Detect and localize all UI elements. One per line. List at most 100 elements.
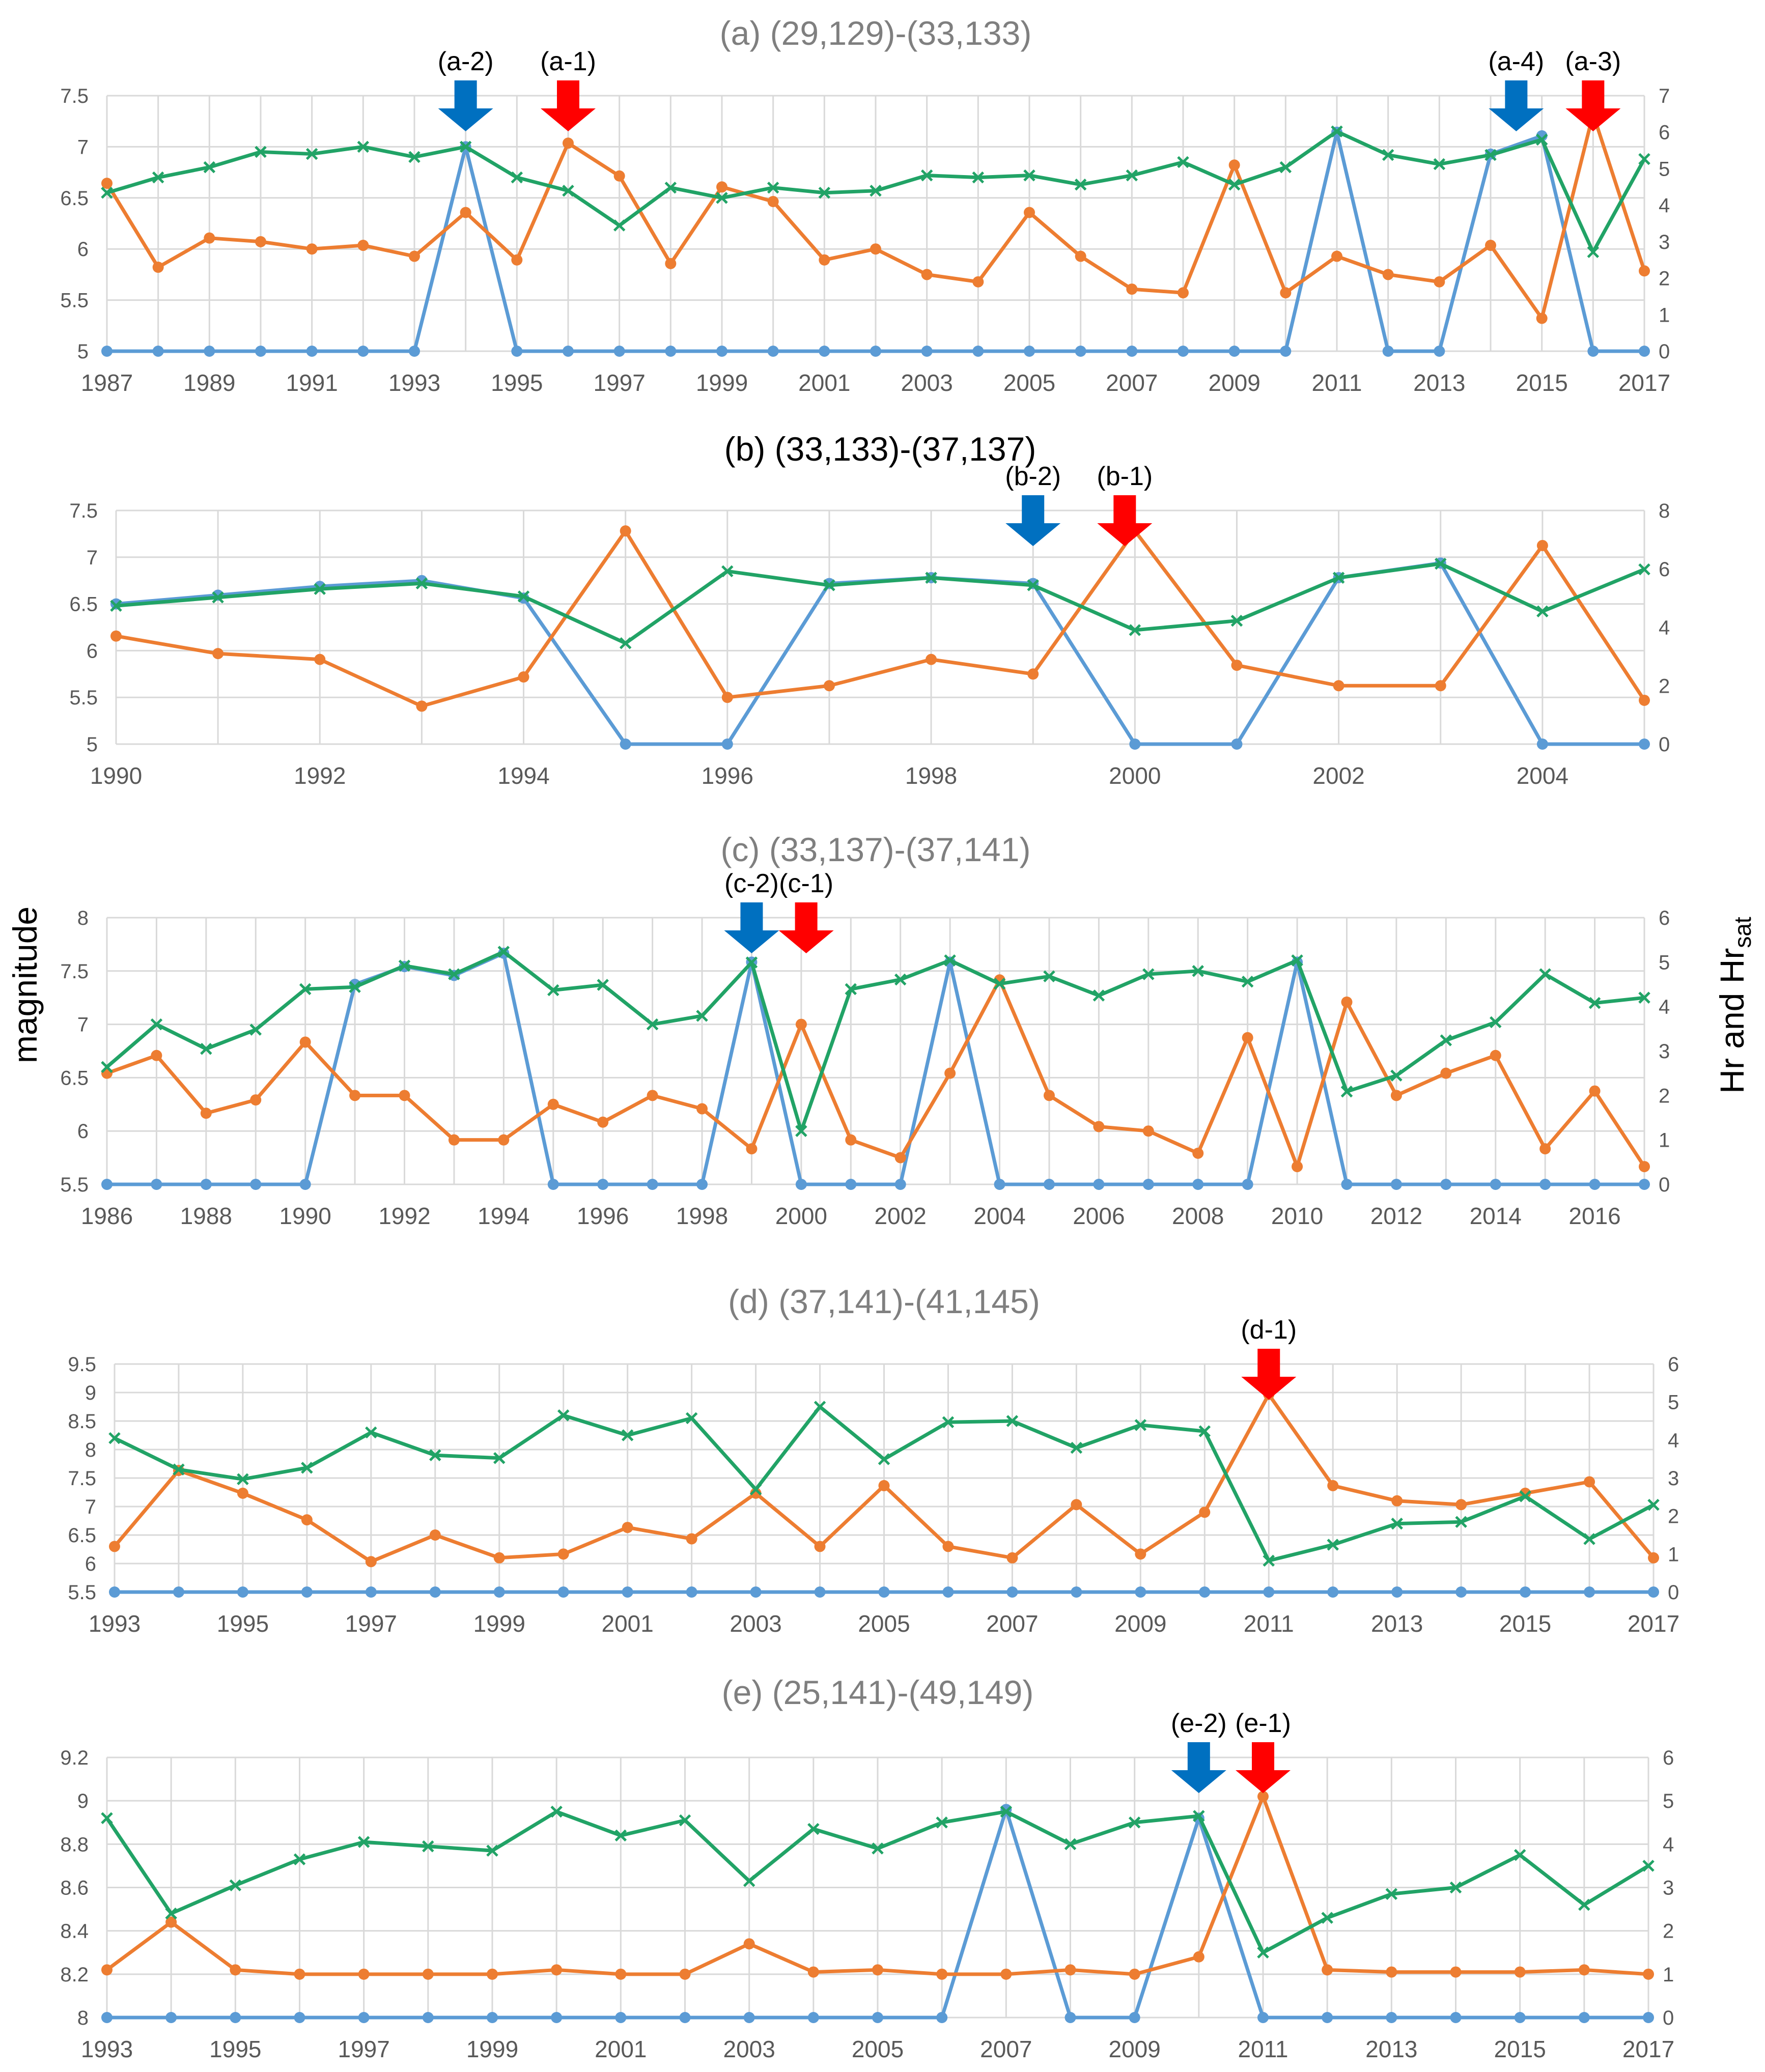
data-point-x-marker bbox=[365, 1426, 377, 1439]
series-line-hr bbox=[106, 978, 1646, 1169]
data-point-dot bbox=[409, 250, 420, 262]
chart-panel-a: (a) (29,129)-(33,133) 5 5.5 6 6.5 7 7.5 0 1 2 3 4 5 6… bbox=[60, 14, 1670, 396]
data-point-dot bbox=[1382, 346, 1394, 357]
data-point-x-marker bbox=[1043, 970, 1055, 983]
data-point-dot bbox=[1027, 668, 1039, 680]
data-point-dot bbox=[1386, 2012, 1397, 2023]
data-point-dot bbox=[1075, 346, 1086, 357]
data-point-dot bbox=[972, 346, 984, 357]
data-point-dot bbox=[944, 1067, 956, 1079]
data-point-x-marker bbox=[1647, 1498, 1660, 1511]
data-point-dot bbox=[921, 269, 933, 280]
x-tick-label: 1988 bbox=[180, 1203, 232, 1229]
data-point-dot bbox=[212, 648, 224, 660]
data-point-dot bbox=[422, 2012, 434, 2023]
data-point-dot bbox=[1292, 1161, 1303, 1173]
data-point-dot bbox=[1129, 1968, 1140, 1980]
data-point-dot bbox=[1391, 1495, 1403, 1507]
data-point-dot bbox=[1142, 1125, 1154, 1137]
x-tick-label: 2014 bbox=[1470, 1203, 1522, 1229]
data-point-dot bbox=[1440, 1179, 1452, 1190]
data-point-dot bbox=[1643, 2012, 1654, 2023]
data-point-x-marker bbox=[229, 1879, 242, 1892]
data-point-dot bbox=[1024, 346, 1035, 357]
y-tick-label: 6.5 bbox=[60, 187, 89, 210]
annotation-arrow-red bbox=[1241, 1349, 1297, 1400]
data-point-dot bbox=[622, 1522, 633, 1534]
data-point-dot bbox=[872, 1964, 883, 1976]
data-point-dot bbox=[1390, 1179, 1402, 1190]
data-point-dot bbox=[620, 739, 631, 750]
data-point-x-marker bbox=[1514, 1849, 1526, 1861]
data-point-x-marker bbox=[1434, 557, 1447, 570]
data-point-dot bbox=[686, 1533, 697, 1545]
data-point-x-marker bbox=[944, 954, 956, 967]
data-point-dot bbox=[1280, 346, 1292, 357]
data-point-x-marker bbox=[845, 983, 857, 996]
y2-tick-label: 1 bbox=[1663, 1964, 1674, 1986]
data-point-dot bbox=[101, 2012, 113, 2023]
data-point-dot bbox=[204, 232, 215, 244]
data-point-dot bbox=[1490, 1179, 1501, 1190]
data-point-dot bbox=[845, 1134, 857, 1146]
data-point-dot bbox=[1639, 694, 1650, 706]
annotation-label: (a-2) bbox=[438, 47, 494, 76]
x-tick-label: 2000 bbox=[1109, 762, 1161, 789]
data-point-x-marker bbox=[972, 171, 985, 184]
y-tick-label: 5 bbox=[87, 733, 98, 756]
data-point-x-marker bbox=[1006, 1415, 1019, 1427]
data-point-x-marker bbox=[547, 984, 559, 997]
annotation-label: (e-2) bbox=[1171, 1709, 1227, 1738]
data-point-dot bbox=[1386, 1966, 1397, 1978]
y2-tick-label: 5 bbox=[1659, 951, 1670, 974]
data-point-x-marker bbox=[1332, 572, 1345, 584]
data-point-dot bbox=[1075, 250, 1086, 262]
data-point-dot bbox=[1539, 1179, 1551, 1190]
data-point-dot bbox=[416, 700, 428, 712]
data-point-dot bbox=[696, 1179, 708, 1190]
data-point-x-marker bbox=[1536, 605, 1549, 618]
y-tick-label: 8.4 bbox=[60, 1920, 89, 1943]
data-point-x-marker bbox=[110, 600, 122, 612]
data-point-dot bbox=[294, 1968, 305, 1980]
data-point-dot bbox=[1440, 1067, 1452, 1079]
data-point-x-marker bbox=[511, 171, 523, 184]
y2-tick-label: 5 bbox=[1663, 1790, 1674, 1812]
data-point-dot bbox=[1242, 1179, 1253, 1190]
data-point-dot bbox=[743, 2012, 755, 2023]
data-point-x-marker bbox=[942, 1416, 955, 1429]
annotation-arrow-red bbox=[541, 80, 596, 131]
data-point-dot bbox=[1578, 1964, 1590, 1976]
x-tick-label: 1991 bbox=[286, 370, 338, 396]
data-point-dot bbox=[487, 2012, 498, 2023]
data-point-x-marker bbox=[1331, 125, 1343, 138]
data-point-dot bbox=[622, 1586, 633, 1598]
y-tick-label: 9 bbox=[85, 1382, 96, 1404]
data-point-x-marker bbox=[101, 186, 113, 199]
data-point-x-marker bbox=[743, 1875, 755, 1887]
data-point-dot bbox=[1322, 2012, 1333, 2023]
x-tick-label: 2013 bbox=[1371, 1610, 1423, 1637]
data-point-x-marker bbox=[1390, 1069, 1403, 1082]
chart-panel-d: (d) (37,141)-(41,145) 5.5 6 6.5 7 7.5 8 8.5 9 9.5… bbox=[68, 1283, 1679, 1637]
data-point-x-marker bbox=[1128, 1816, 1141, 1829]
data-point-dot bbox=[409, 346, 420, 357]
data-point-dot bbox=[1228, 346, 1240, 357]
data-point-dot bbox=[306, 346, 318, 357]
x-tick-label: 1996 bbox=[577, 1203, 629, 1229]
left-axis-title: magnitude bbox=[6, 906, 44, 1063]
data-point-dot bbox=[301, 1586, 313, 1598]
y2-tick-label: 3 bbox=[1659, 1040, 1670, 1063]
y2-tick-label: 2 bbox=[1663, 1920, 1674, 1943]
data-point-dot bbox=[1242, 1032, 1253, 1043]
y-tick-label: 6.5 bbox=[68, 1524, 96, 1547]
data-point-dot bbox=[721, 692, 733, 703]
y-tick-label: 8.5 bbox=[68, 1410, 96, 1433]
data-point-x-marker bbox=[1263, 1554, 1275, 1567]
y2-tick-label: 2 bbox=[1659, 1085, 1670, 1107]
chart-title: (c) (33,137)-(37,141) bbox=[721, 831, 1031, 868]
data-point-dot bbox=[1639, 1161, 1650, 1173]
data-point-x-marker bbox=[415, 577, 428, 589]
data-point-dot bbox=[1228, 159, 1240, 171]
chart-title: (b) (33,133)-(37,137) bbox=[724, 430, 1036, 468]
